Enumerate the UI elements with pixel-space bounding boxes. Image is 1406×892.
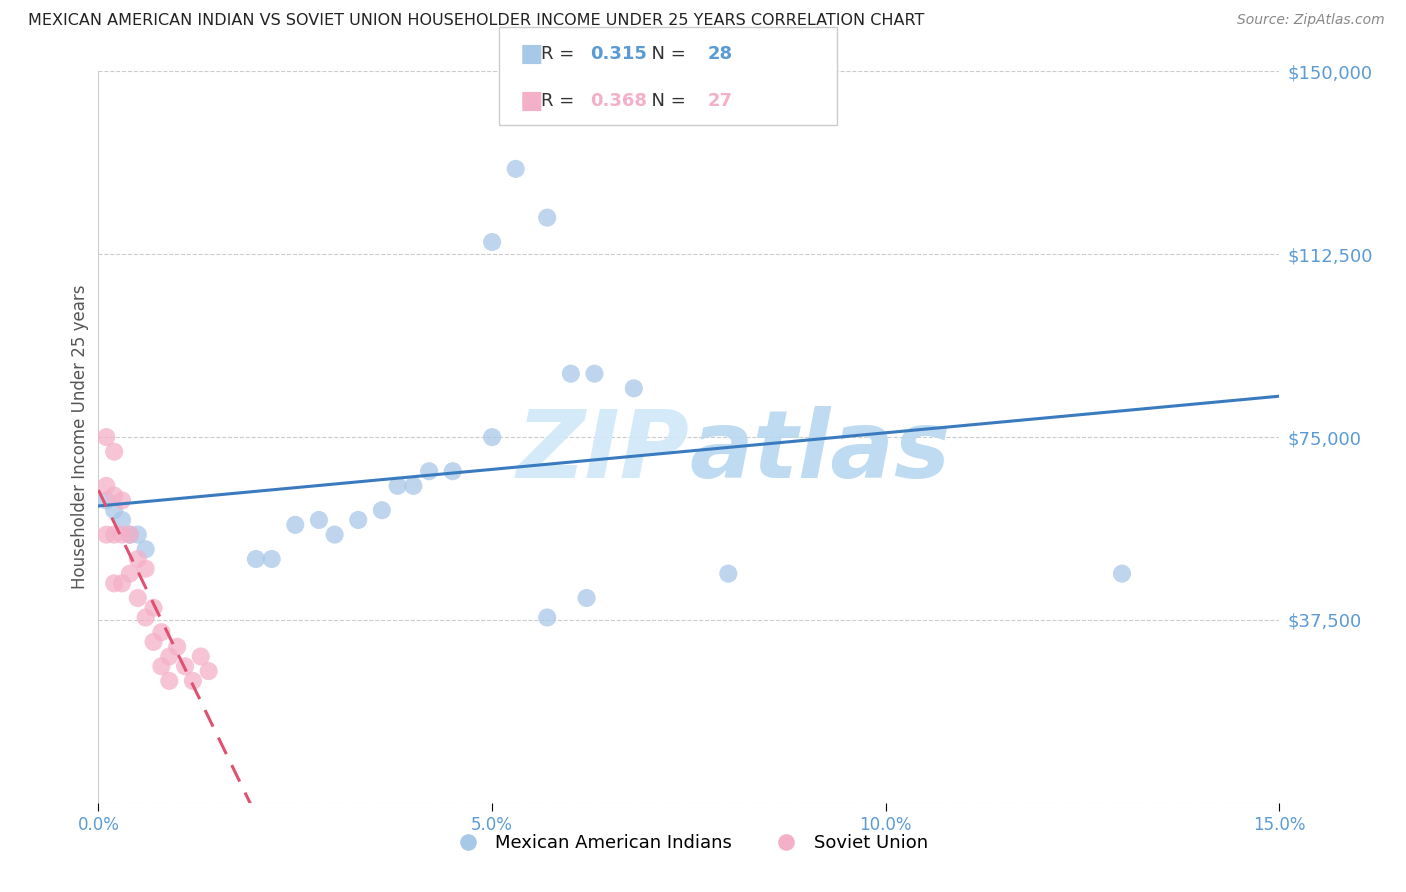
Text: N =: N = xyxy=(640,45,692,62)
Point xyxy=(260,552,283,566)
Point xyxy=(197,664,219,678)
Point xyxy=(96,527,118,541)
Point xyxy=(96,479,118,493)
Y-axis label: Householder Income Under 25 years: Householder Income Under 25 years xyxy=(70,285,89,590)
Point xyxy=(103,444,125,458)
Point xyxy=(142,635,165,649)
Point xyxy=(181,673,204,688)
Point xyxy=(157,673,180,688)
Point xyxy=(536,211,558,225)
Point xyxy=(127,552,149,566)
Point xyxy=(481,235,503,249)
Point xyxy=(347,513,370,527)
Text: 0.315: 0.315 xyxy=(591,45,647,62)
Point xyxy=(127,527,149,541)
Text: 0.368: 0.368 xyxy=(591,92,648,110)
Text: 27: 27 xyxy=(707,92,733,110)
Text: atlas: atlas xyxy=(689,406,950,498)
Point xyxy=(308,513,330,527)
Point xyxy=(118,527,141,541)
Point xyxy=(174,659,197,673)
Point xyxy=(387,479,409,493)
Text: ■: ■ xyxy=(520,89,544,112)
Point xyxy=(245,552,267,566)
Point xyxy=(371,503,394,517)
Point xyxy=(142,600,165,615)
Point xyxy=(166,640,188,654)
Text: ZIP: ZIP xyxy=(516,406,689,498)
Point xyxy=(717,566,740,581)
Point xyxy=(111,513,134,527)
Point xyxy=(560,367,582,381)
Point xyxy=(150,659,173,673)
Point xyxy=(135,562,157,576)
Point xyxy=(96,493,118,508)
Point xyxy=(583,367,606,381)
Point xyxy=(284,517,307,532)
Point xyxy=(1111,566,1133,581)
Point xyxy=(118,527,141,541)
Text: R =: R = xyxy=(541,45,581,62)
Point xyxy=(505,161,527,176)
Text: Source: ZipAtlas.com: Source: ZipAtlas.com xyxy=(1237,13,1385,28)
Point xyxy=(536,610,558,624)
Point xyxy=(575,591,598,605)
Point xyxy=(135,542,157,557)
Point xyxy=(96,430,118,444)
Point xyxy=(441,464,464,478)
Text: 28: 28 xyxy=(707,45,733,62)
Point xyxy=(118,566,141,581)
Text: N =: N = xyxy=(640,92,692,110)
Point xyxy=(127,591,149,605)
Point xyxy=(150,625,173,640)
Text: R =: R = xyxy=(541,92,581,110)
Point xyxy=(623,381,645,395)
Point xyxy=(111,493,134,508)
Point xyxy=(190,649,212,664)
Text: ■: ■ xyxy=(520,42,544,65)
Point xyxy=(481,430,503,444)
Point xyxy=(402,479,425,493)
Point xyxy=(111,576,134,591)
Legend: Mexican American Indians, Soviet Union: Mexican American Indians, Soviet Union xyxy=(443,827,935,860)
Point xyxy=(103,576,125,591)
Text: MEXICAN AMERICAN INDIAN VS SOVIET UNION HOUSEHOLDER INCOME UNDER 25 YEARS CORREL: MEXICAN AMERICAN INDIAN VS SOVIET UNION … xyxy=(28,13,925,29)
Point xyxy=(418,464,440,478)
Point xyxy=(157,649,180,664)
Point xyxy=(111,527,134,541)
Point xyxy=(103,527,125,541)
Point xyxy=(103,503,125,517)
Point xyxy=(323,527,346,541)
Point xyxy=(135,610,157,624)
Point xyxy=(103,489,125,503)
